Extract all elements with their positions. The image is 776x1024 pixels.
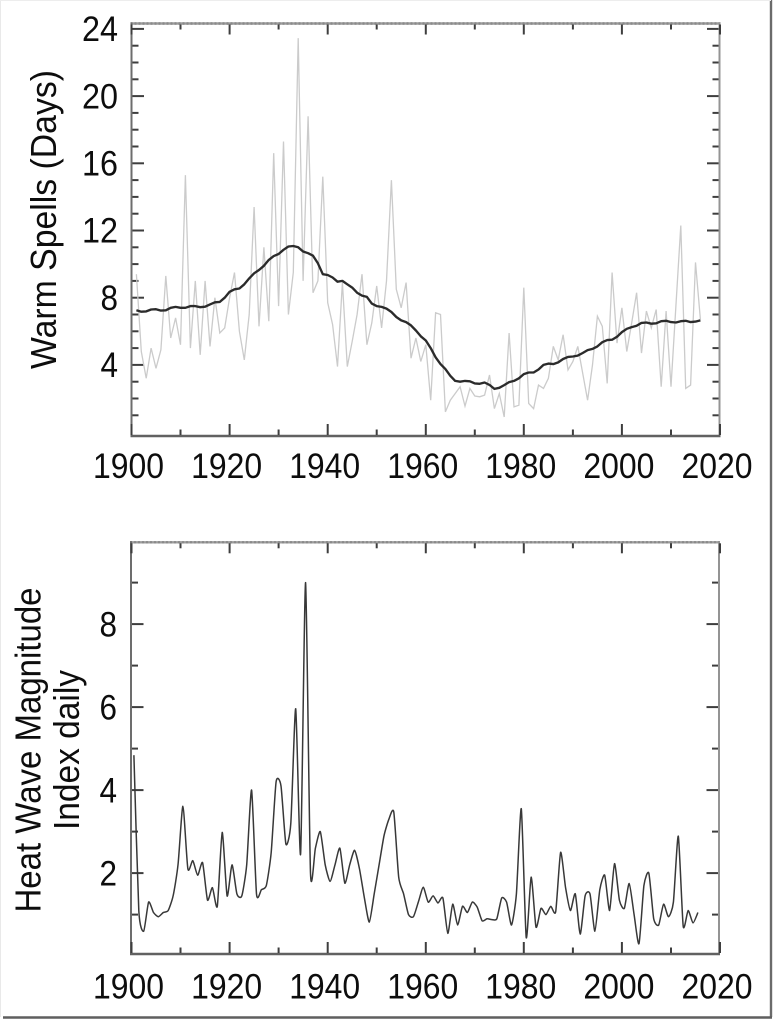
svg-text:Heat Wave Magnitude: Heat Wave Magnitude bbox=[8, 588, 49, 913]
svg-text:1960: 1960 bbox=[387, 967, 458, 1007]
svg-text:4: 4 bbox=[100, 770, 118, 810]
svg-text:1920: 1920 bbox=[191, 967, 262, 1007]
svg-text:1980: 1980 bbox=[485, 967, 556, 1007]
svg-text:1940: 1940 bbox=[289, 446, 360, 486]
svg-text:8: 8 bbox=[100, 604, 118, 644]
svg-text:8: 8 bbox=[101, 278, 119, 318]
svg-text:2000: 2000 bbox=[583, 967, 654, 1007]
svg-text:1960: 1960 bbox=[387, 446, 458, 486]
svg-text:Index daily: Index daily bbox=[46, 670, 87, 830]
svg-text:4: 4 bbox=[101, 345, 119, 385]
svg-text:2020: 2020 bbox=[682, 967, 753, 1007]
svg-text:2000: 2000 bbox=[583, 446, 654, 486]
svg-text:1900: 1900 bbox=[93, 967, 164, 1007]
svg-text:16: 16 bbox=[82, 144, 118, 184]
svg-text:20: 20 bbox=[82, 76, 118, 116]
svg-text:2: 2 bbox=[100, 853, 118, 893]
svg-text:12: 12 bbox=[82, 211, 118, 251]
svg-text:1900: 1900 bbox=[93, 446, 164, 486]
svg-text:2020: 2020 bbox=[682, 446, 753, 486]
svg-text:24: 24 bbox=[82, 9, 118, 49]
svg-text:Warm Spells (Days): Warm Spells (Days) bbox=[23, 70, 64, 369]
svg-text:6: 6 bbox=[100, 687, 118, 727]
svg-text:1920: 1920 bbox=[191, 446, 262, 486]
svg-text:1940: 1940 bbox=[289, 967, 360, 1007]
svg-text:1980: 1980 bbox=[485, 446, 556, 486]
